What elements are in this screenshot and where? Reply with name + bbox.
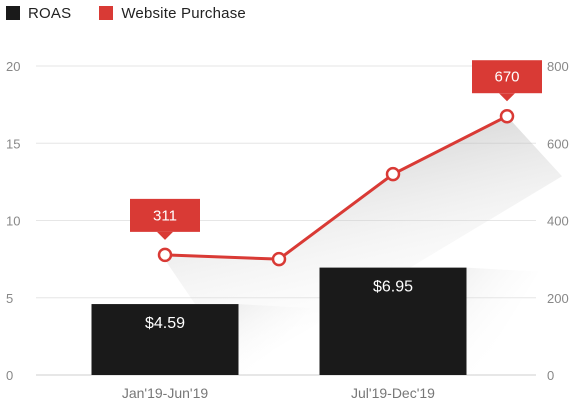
line-point: [273, 253, 285, 265]
bar-value-label: $6.95: [373, 279, 413, 296]
bar-value-label: $4.59: [145, 315, 185, 332]
callout-pointer: [499, 93, 515, 101]
y-left-tick-label: 0: [6, 368, 13, 383]
x-category-label: Jul'19-Dec'19: [351, 385, 435, 401]
y-left-tick-label: 10: [6, 214, 20, 229]
y-right-tick-label: 600: [547, 136, 569, 151]
callout-pointer: [157, 232, 173, 240]
y-left-tick-label: 20: [6, 59, 20, 74]
y-left-tick-label: 5: [6, 291, 13, 306]
y-right-tick-label: 800: [547, 59, 569, 74]
callout-label: 311: [153, 207, 177, 224]
y-right-tick-label: 400: [547, 214, 569, 229]
callout-label: 670: [494, 69, 519, 86]
y-right-tick-label: 0: [547, 368, 554, 383]
line-point: [159, 249, 171, 261]
line-point: [387, 168, 399, 180]
y-left-tick-label: 15: [6, 136, 20, 151]
x-category-label: Jan'19-Jun'19: [122, 385, 209, 401]
line-point: [501, 110, 513, 122]
y-right-tick-label: 200: [547, 291, 569, 306]
